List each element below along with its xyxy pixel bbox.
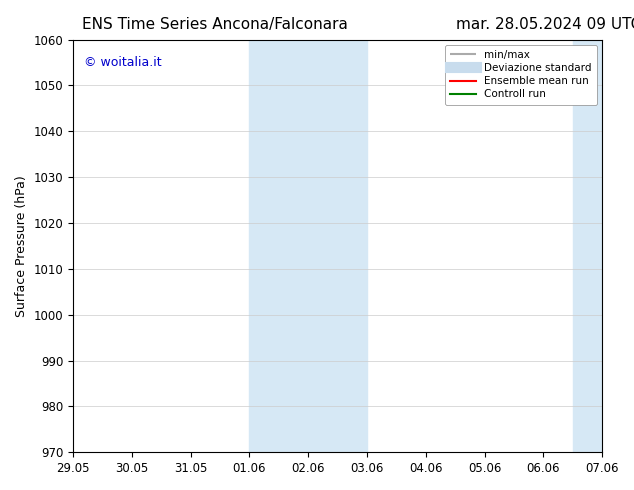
Y-axis label: Surface Pressure (hPa): Surface Pressure (hPa) (15, 175, 28, 317)
Text: mar. 28.05.2024 09 UTC: mar. 28.05.2024 09 UTC (456, 17, 634, 32)
Bar (573, 40, 634, 452)
Text: © woitalia.it: © woitalia.it (84, 56, 161, 69)
Legend: min/max, Deviazione standard, Ensemble mean run, Controll run: min/max, Deviazione standard, Ensemble m… (444, 45, 597, 104)
Bar (249, 40, 367, 452)
Text: ENS Time Series Ancona/Falconara: ENS Time Series Ancona/Falconara (82, 17, 348, 32)
